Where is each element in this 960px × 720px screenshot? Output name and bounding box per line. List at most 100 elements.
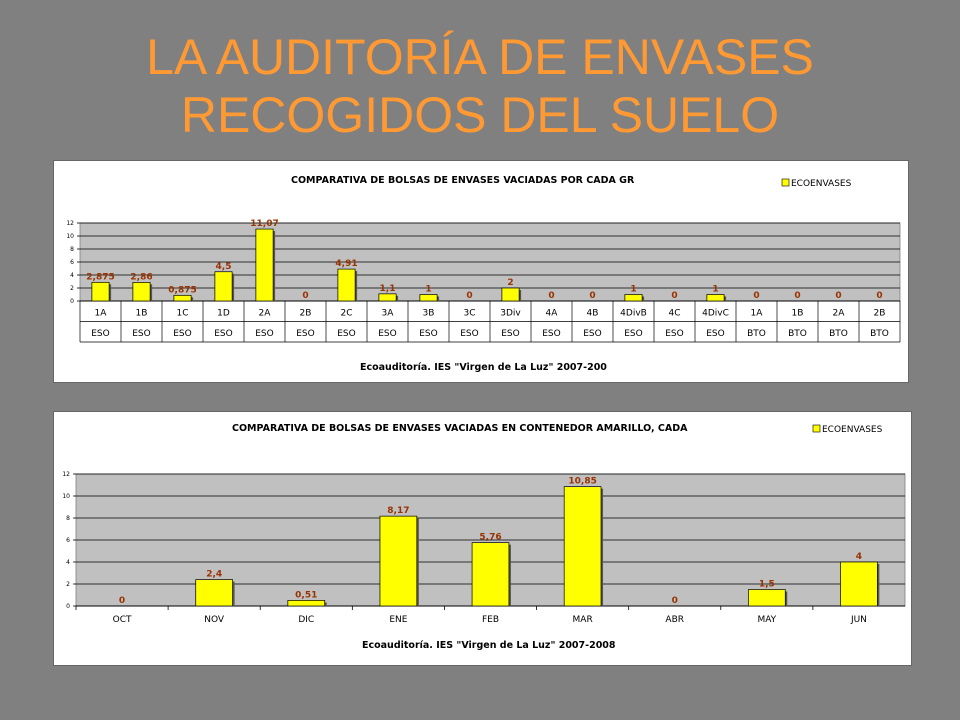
data-label: 0,875 [168,285,196,295]
category-label: MAR [573,615,593,625]
category-sublabel: ESO [296,329,314,339]
y-tick-label: 8 [66,515,70,522]
category-label: 3B [423,309,435,319]
category-label: 2A [259,309,272,319]
category-label: 2B [874,309,886,319]
data-label: 0 [794,291,800,301]
category-sublabel: BTO [788,329,807,339]
y-tick-label: 8 [70,246,74,253]
legend-label: ECOENVASES [822,425,883,435]
category-sublabel: ESO [460,329,478,339]
slide-title-line1: LA AUDITORÍA DE ENVASES [146,29,814,85]
category-label: NOV [204,615,225,625]
data-label: 0 [548,291,554,301]
bar [419,294,438,302]
data-label: 0 [835,291,841,301]
category-sublabel: ESO [337,329,355,339]
data-label: 0 [466,291,472,301]
category-sublabel: ESO [542,329,560,339]
bar [91,281,110,302]
category-sublabel: ESO [255,329,273,339]
category-sublabel: ESO [501,329,519,339]
category-label: ABR [665,615,684,625]
bar [706,294,725,302]
category-label: 1C [176,309,188,319]
bar [255,228,274,302]
y-tick-label: 10 [66,233,74,240]
category-sublabel: ESO [132,329,150,339]
bar [214,271,233,302]
data-label: 0,51 [295,590,317,600]
y-tick-label: 0 [66,603,70,610]
chart-title: COMPARATIVA DE BOLSAS DE ENVASES VACIADA… [232,423,688,434]
data-label: 4,91 [335,259,357,269]
data-label: 0 [876,291,882,301]
data-label: 2,86 [130,272,152,282]
category-label: 2B [300,309,312,319]
data-label: 1 [712,285,718,295]
category-label: 3Div [500,309,521,319]
category-label: 2C [340,309,352,319]
data-label: 0 [119,596,125,606]
y-tick-label: 4 [70,272,74,279]
category-label: 2A [833,309,846,319]
category-sublabel: ESO [706,329,724,339]
category-label: 4DivB [620,309,647,319]
data-label: 2,875 [86,272,114,282]
data-label: 1,5 [759,580,775,590]
category-sublabel: ESO [665,329,683,339]
data-label: 0 [589,291,595,301]
category-label: 4B [587,309,599,319]
category-sublabel: ESO [173,329,191,339]
category-sublabel: ESO [583,329,601,339]
legend-swatch [812,424,821,433]
bar [471,542,510,607]
category-label: 1B [136,309,148,319]
data-label: 2,4 [206,570,222,580]
category-label: 4DivC [702,309,729,319]
legend-swatch [781,178,790,187]
data-label: 10,85 [568,477,596,487]
category-sublabel: ESO [624,329,642,339]
bar [337,268,356,302]
category-label: OCT [113,615,132,625]
category-sublabel: BTO [870,329,889,339]
category-sublabel: ESO [419,329,437,339]
data-label: 0 [671,291,677,301]
category-label: 1A [95,309,108,319]
y-tick-label: 2 [66,581,70,588]
bar [624,294,643,302]
bar [563,486,602,607]
category-label: FEB [482,615,499,625]
bar [378,293,397,302]
category-label: 1B [792,309,804,319]
y-tick-label: 10 [62,493,70,500]
bar [748,589,786,607]
category-sublabel: ESO [91,329,109,339]
chart-groups-svg: COMPARATIVA DE BOLSAS DE ENVASES VACIADA… [66,175,901,373]
bar [379,515,418,607]
chart-title: COMPARATIVA DE BOLSAS DE ENVASES VACIADA… [291,175,635,186]
y-tick-label: 12 [66,220,74,227]
data-label: 2 [507,278,513,288]
x-axis-title: Ecoauditoría. IES "Virgen de La Luz" 200… [360,362,607,373]
data-label: 11,07 [250,219,278,229]
y-tick-label: 0 [70,298,74,305]
chart-months-svg: COMPARATIVA DE BOLSAS DE ENVASES VACIADA… [62,423,906,651]
category-label: 3A [382,309,395,319]
y-tick-label: 2 [70,285,74,292]
slide-title: LA AUDITORÍA DE ENVASES RECOGIDOS DEL SU… [0,28,960,144]
y-tick-label: 6 [70,259,74,266]
category-sublabel: ESO [214,329,232,339]
category-sublabel: BTO [829,329,848,339]
category-label: 4C [668,309,680,319]
data-label: 1,1 [380,284,396,294]
category-sublabel: BTO [747,329,766,339]
slide-title-line2: RECOGIDOS DEL SUELO [180,87,780,143]
category-label: 3C [463,309,475,319]
x-axis-title: Ecoauditoría. IES "Virgen de La Luz" 200… [362,640,616,651]
data-label: 4 [856,552,862,562]
category-sublabel: ESO [378,329,396,339]
category-label: 1A [751,309,764,319]
bar [195,579,233,607]
